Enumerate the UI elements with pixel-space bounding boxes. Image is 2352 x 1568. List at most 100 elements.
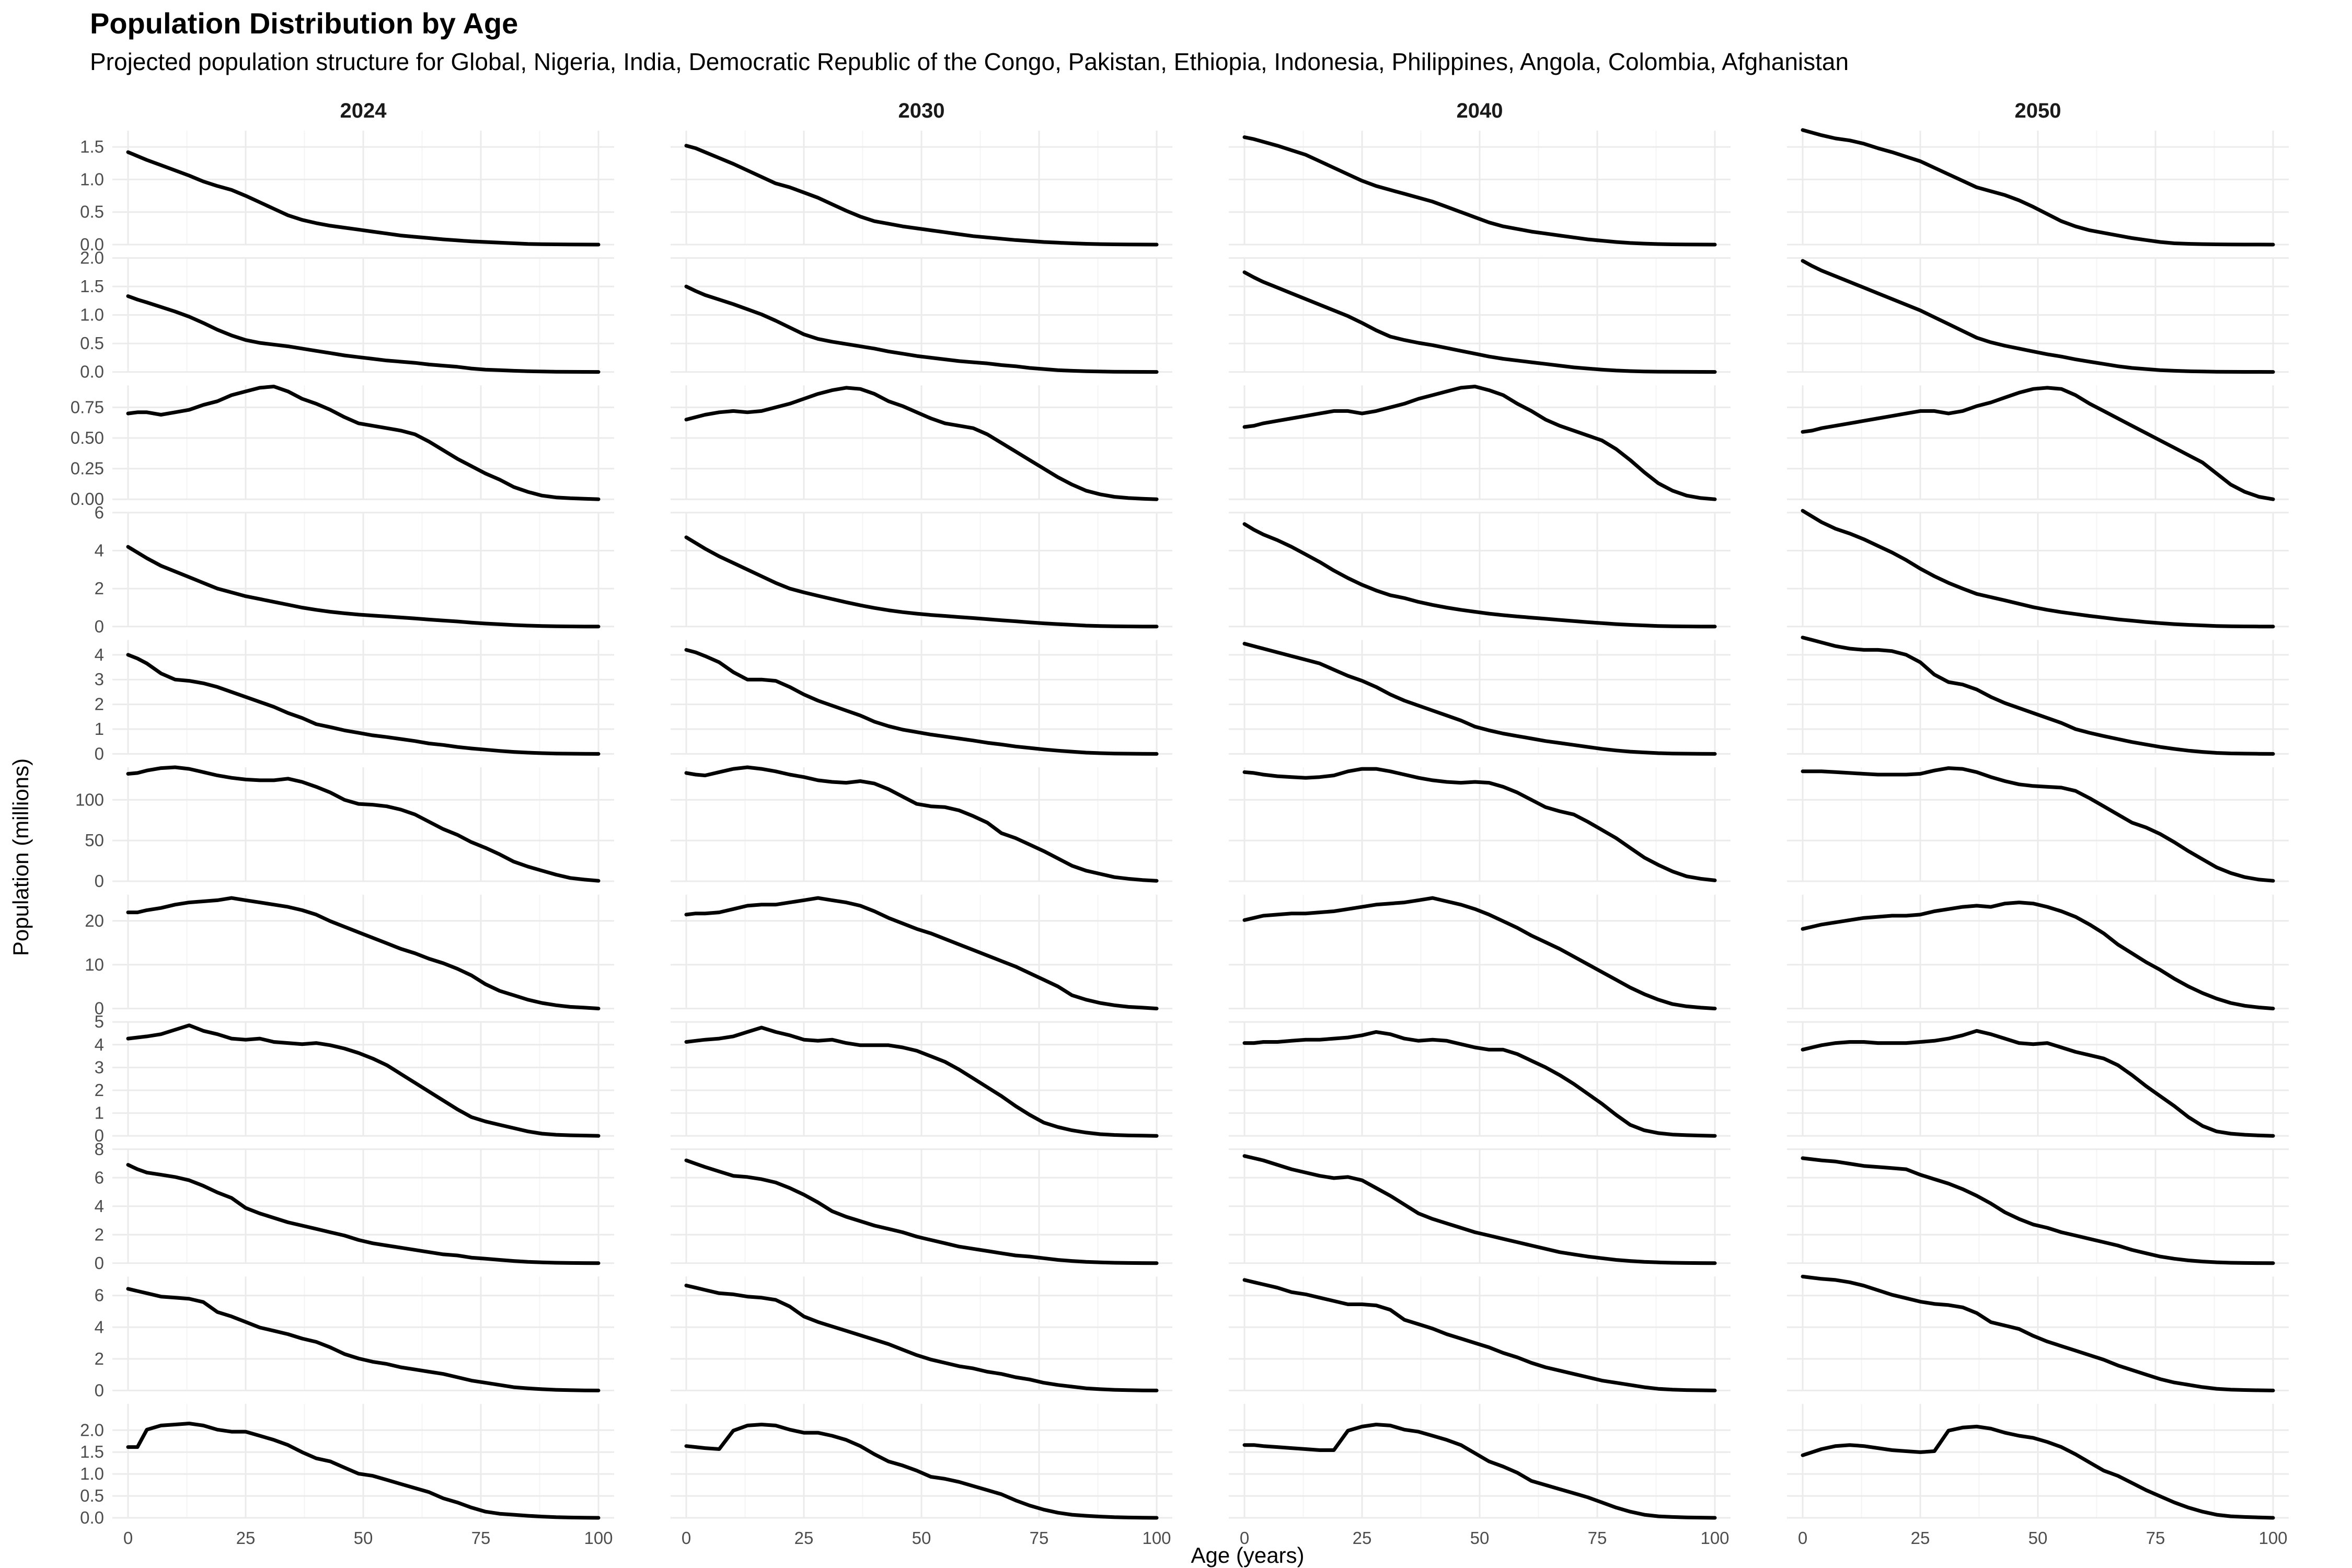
facet-panel	[1787, 385, 2289, 501]
x-tick-label: 100	[2258, 1528, 2287, 1548]
y-tick-label: 5	[95, 1012, 104, 1031]
y-tick-label: 1.5	[80, 137, 104, 156]
series-line-angola-2024	[126, 294, 601, 374]
series-line-philippines-2050	[1801, 1424, 2275, 1520]
y-tick-label: 0.5	[80, 202, 104, 222]
facet-panel	[1787, 1148, 2289, 1265]
x-tick-label: 25	[1911, 1528, 1930, 1548]
series-line-pakistan-2024	[126, 1287, 601, 1392]
facet-panel	[1229, 1276, 1731, 1392]
y-tick-label: 0.00	[71, 489, 104, 509]
facet-panel	[1787, 636, 2289, 756]
facet-row-label: Philippines	[2326, 1405, 2349, 1516]
facet-panel	[112, 512, 614, 629]
facet-row-label: Democratic Republic of the Congo	[2326, 398, 2349, 741]
chart-subtitle: Projected population structure for Globa…	[90, 48, 1849, 75]
series-line-angola-2040	[1242, 270, 1717, 374]
x-axis-title: Age (years)	[1191, 1543, 1304, 1567]
facet-column-label: 2024	[340, 99, 387, 122]
facet-panel	[112, 765, 614, 883]
series-line-pakistan-2040	[1242, 1278, 1717, 1392]
y-tick-label: 1.0	[80, 1464, 104, 1483]
y-tick-label: 3	[95, 1057, 104, 1077]
facet-panel	[1229, 131, 1731, 247]
series-line-democratic-republic-of-the-congo-2024	[126, 545, 601, 629]
y-tick-label: 2	[95, 1225, 104, 1244]
y-tick-label: 4	[95, 1196, 104, 1216]
facet-panel	[671, 1276, 1172, 1392]
facet-panel	[112, 257, 614, 374]
facet-row-label: Global	[2326, 792, 2349, 857]
series-line-philippines-2040	[1242, 1423, 1717, 1520]
y-tick-label: 6	[95, 1286, 104, 1305]
series-line-global-2024	[126, 765, 601, 883]
facet-panel	[112, 385, 614, 501]
series-line-afghanistan-2030	[684, 144, 1159, 247]
series-line-philippines-2024	[126, 1422, 601, 1520]
y-tick-label: 4	[95, 1317, 104, 1336]
x-tick-label: 100	[584, 1528, 613, 1548]
series-line-philippines-2030	[684, 1423, 1159, 1520]
series-line-afghanistan-2050	[1801, 128, 2275, 247]
facet-panel	[1229, 512, 1731, 629]
facet-panel	[1787, 1021, 2289, 1138]
series-line-pakistan-2030	[684, 1284, 1159, 1392]
series-line-indonesia-2040	[1242, 1030, 1717, 1138]
y-tick-label: 4	[95, 540, 104, 560]
facet-panel	[1229, 1404, 1731, 1520]
series-line-afghanistan-2040	[1242, 135, 1717, 247]
y-tick-label: 0.0	[80, 362, 104, 382]
x-tick-label: 0	[682, 1528, 691, 1548]
series-line-pakistan-2050	[1801, 1274, 2275, 1392]
y-tick-label: 0.75	[71, 397, 104, 417]
y-tick-label: 0.0	[80, 235, 104, 254]
series-line-indonesia-2024	[126, 1023, 601, 1138]
series-line-angola-2050	[1801, 259, 2275, 374]
facet-panel	[112, 131, 614, 247]
facet-panel	[1787, 509, 2289, 629]
facet-panel	[1787, 1274, 2289, 1392]
y-tick-label: 0	[95, 1253, 104, 1273]
series-line-nigeria-2024	[126, 1163, 601, 1265]
series-line-colombia-2040	[1242, 385, 1717, 501]
facet-panel	[1229, 1021, 1731, 1138]
facet-panel	[1787, 766, 2289, 883]
x-tick-label: 100	[1142, 1528, 1171, 1548]
series-line-nigeria-2050	[1801, 1156, 2275, 1265]
facet-panel	[671, 385, 1172, 501]
facet-row-label: Nigeria	[2326, 1171, 2349, 1242]
y-tick-label: 0.25	[71, 459, 104, 478]
y-tick-label: 10	[85, 955, 104, 974]
facet-row-label: Indonesia	[2326, 1030, 2349, 1128]
y-tick-label: 0.5	[80, 333, 104, 353]
series-line-global-2050	[1801, 766, 2275, 883]
facet-panel	[1229, 385, 1731, 501]
x-tick-label: 75	[1030, 1528, 1049, 1548]
facet-panel	[112, 640, 614, 756]
facet-panel	[1787, 257, 2289, 374]
y-tick-label: 1	[95, 1103, 104, 1123]
series-line-global-2030	[684, 765, 1159, 883]
facet-panel	[671, 512, 1172, 629]
x-tick-label: 25	[794, 1528, 814, 1548]
y-tick-label: 100	[75, 790, 104, 809]
x-tick-label: 0	[123, 1528, 133, 1548]
x-tick-label: 75	[1588, 1528, 1607, 1548]
series-line-afghanistan-2024	[126, 150, 601, 247]
y-tick-label: 0	[95, 871, 104, 891]
facet-panel	[671, 640, 1172, 756]
y-tick-label: 1.0	[80, 305, 104, 325]
facet-panel	[112, 1404, 614, 1520]
series-line-ethiopia-2050	[1801, 636, 2275, 756]
y-tick-label: 8	[95, 1139, 104, 1159]
series-line-democratic-republic-of-the-congo-2050	[1801, 509, 2275, 629]
facet-panel	[1229, 257, 1731, 374]
y-tick-label: 20	[85, 911, 104, 930]
series-line-angola-2030	[684, 284, 1159, 374]
facet-column-label: 2050	[2015, 99, 2061, 122]
series-line-nigeria-2040	[1242, 1154, 1717, 1265]
facet-row-label: Pakistan	[2326, 1290, 2349, 1377]
facet-row-label: India	[2326, 927, 2349, 976]
